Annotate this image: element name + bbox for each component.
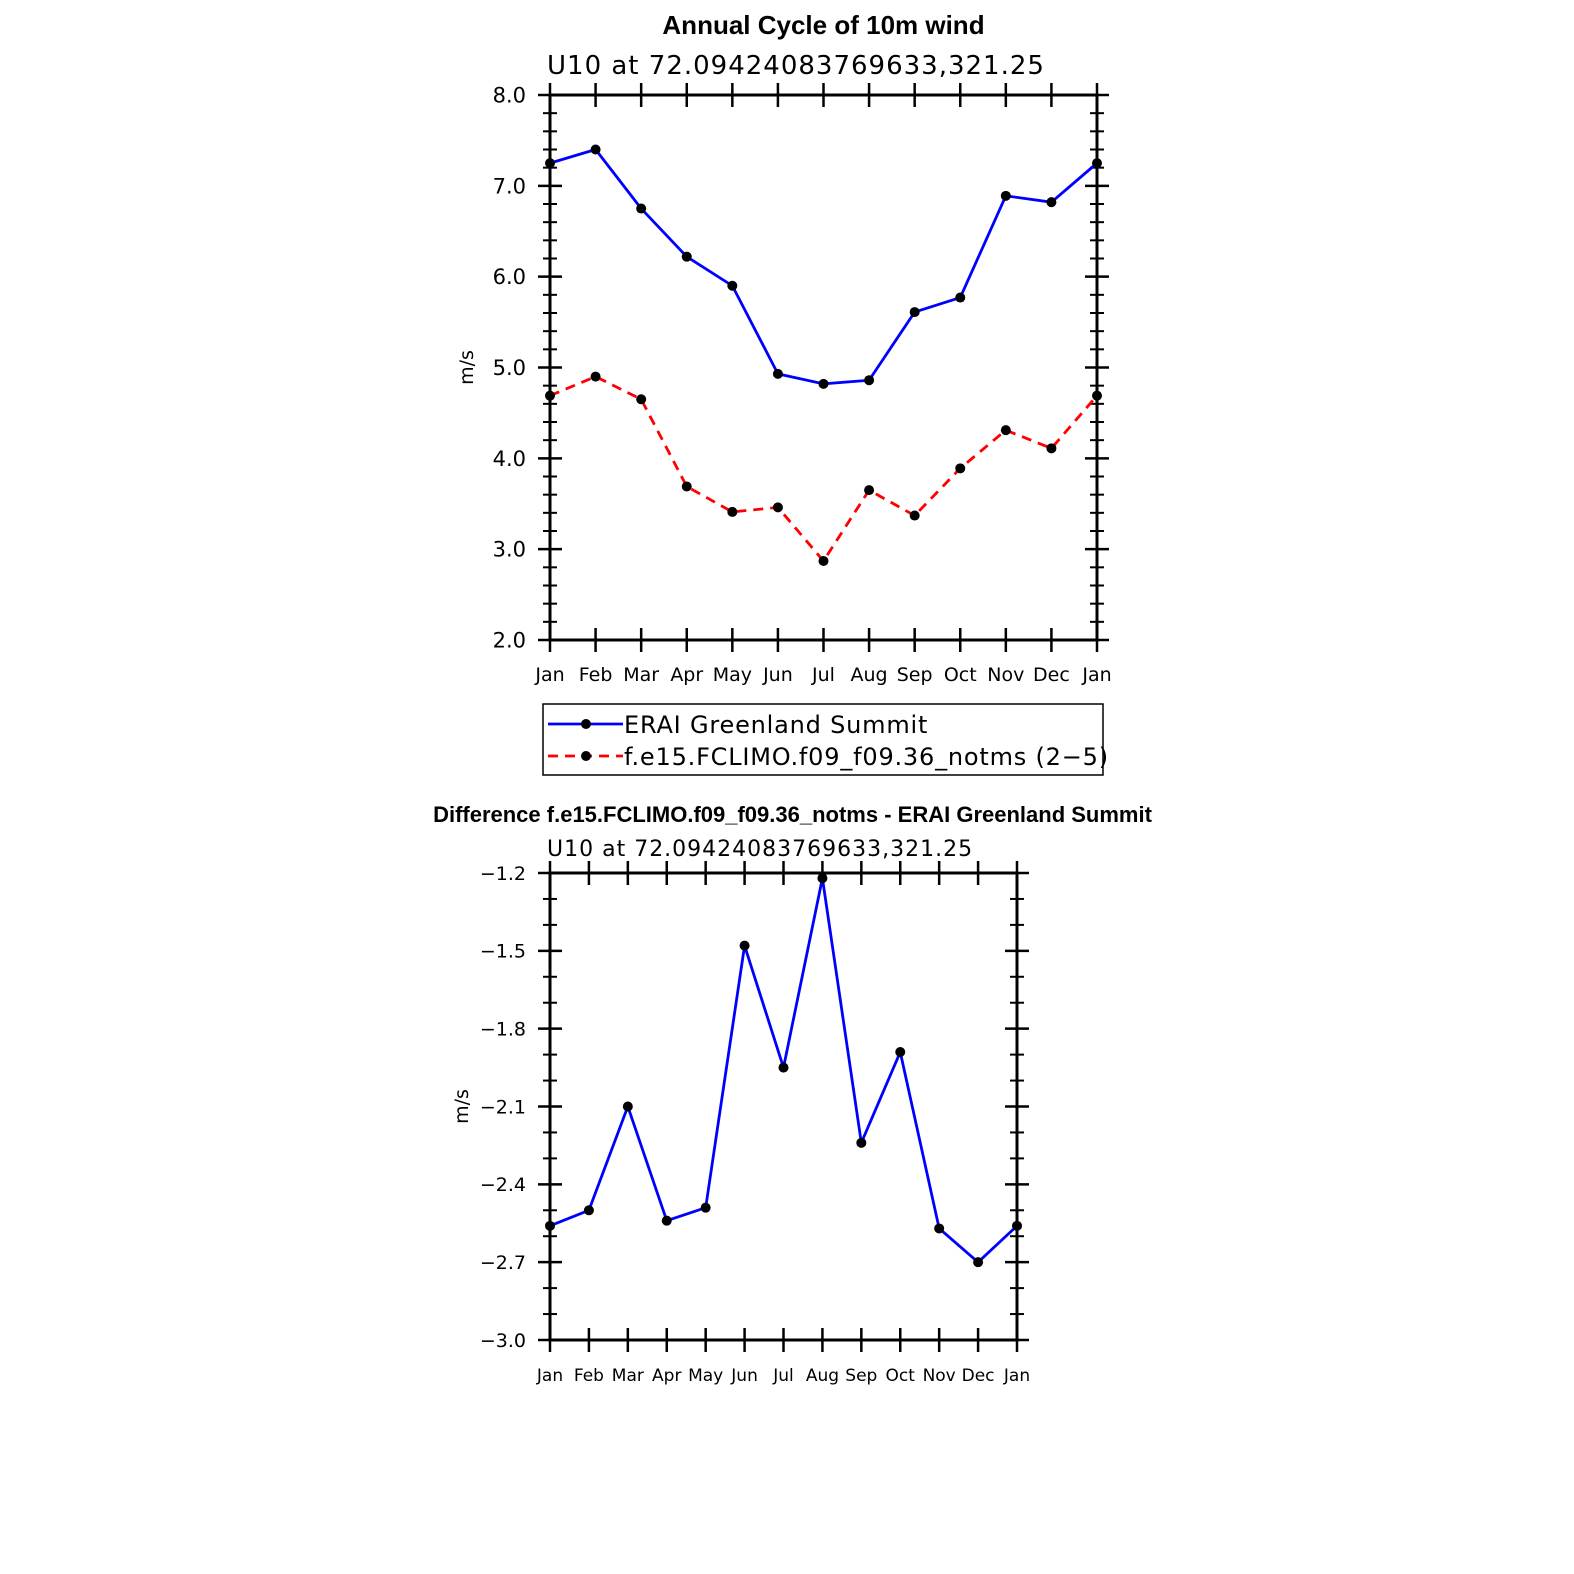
y-tick-label: −2.1 <box>480 1096 526 1118</box>
y-axis-label: m/s <box>451 1089 473 1124</box>
y-tick-label: −2.4 <box>480 1174 526 1196</box>
x-tick-label: Mar <box>623 664 659 686</box>
data-point <box>583 1205 594 1216</box>
data-point <box>681 481 692 492</box>
data-point <box>955 463 966 474</box>
data-point <box>545 390 555 401</box>
x-tick-label: May <box>713 664 752 686</box>
y-tick-label: 6.0 <box>493 265 526 289</box>
x-tick-label: Jan <box>534 664 564 686</box>
x-tick-label: Nov <box>923 1366 956 1386</box>
data-point <box>727 506 738 517</box>
y-tick-label: −2.7 <box>480 1252 526 1274</box>
x-tick-label: Jun <box>762 664 793 686</box>
data-point <box>590 371 601 382</box>
data-point <box>636 394 647 405</box>
x-tick-label: Oct <box>944 664 977 686</box>
y-tick-label: −1.5 <box>480 941 526 963</box>
data-point <box>545 158 555 169</box>
data-point <box>772 502 783 513</box>
x-tick-label: Aug <box>806 1366 839 1386</box>
data-point <box>856 1137 867 1148</box>
data-point <box>864 375 875 386</box>
data-point <box>1046 443 1057 454</box>
data-point <box>727 280 738 291</box>
x-tick-label: Mar <box>612 1366 644 1386</box>
x-tick-label: Aug <box>851 664 888 686</box>
data-point <box>818 555 829 566</box>
data-point <box>909 510 920 521</box>
data-point <box>1046 197 1057 208</box>
chart-subtitle: U10 at 72.09424083769633,321.25 <box>547 837 973 862</box>
data-point <box>739 940 750 951</box>
data-point <box>1000 425 1011 436</box>
chart-title: Difference f.e15.FCLIMO.f09_f09.36_notms… <box>433 802 1153 827</box>
x-tick-label: Oct <box>886 1366 916 1386</box>
series-line-0 <box>549 148 1098 386</box>
data-point <box>772 368 783 379</box>
legend-label: f.e15.FCLIMO.f09_f09.36_notms (2−5) <box>624 743 1109 771</box>
chart-title: Annual Cycle of 10m wind <box>662 10 984 40</box>
data-point <box>1092 158 1102 169</box>
data-point <box>636 203 647 214</box>
x-tick-label: Feb <box>579 664 613 686</box>
y-tick-label: 2.0 <box>493 629 526 653</box>
data-point <box>1000 190 1011 201</box>
data-point <box>1012 1220 1022 1231</box>
chart-subtitle: U10 at 72.09424083769633,321.25 <box>547 51 1045 81</box>
y-tick-label: −1.8 <box>480 1019 526 1041</box>
x-tick-label: Dec <box>962 1366 995 1386</box>
data-point <box>661 1215 672 1226</box>
y-tick-label: 8.0 <box>493 84 526 108</box>
data-point <box>895 1047 906 1058</box>
x-tick-label: Jan <box>1003 1366 1030 1386</box>
data-point <box>1092 390 1102 401</box>
x-tick-label: Jun <box>730 1366 758 1386</box>
x-tick-label: May <box>688 1366 723 1386</box>
x-tick-label: Sep <box>845 1366 877 1386</box>
data-point <box>817 873 828 884</box>
data-point <box>622 1101 633 1112</box>
legend-label: ERAI Greenland Summit <box>624 711 928 739</box>
legend-marker <box>581 751 591 761</box>
x-tick-label: Nov <box>987 664 1024 686</box>
x-tick-label: Apr <box>652 1366 681 1386</box>
series-line-1 <box>549 375 1099 563</box>
y-tick-label: 3.0 <box>493 538 526 562</box>
y-tick-label: 7.0 <box>493 174 526 198</box>
x-tick-label: Jan <box>1081 664 1111 686</box>
x-tick-label: Jul <box>811 664 835 686</box>
x-tick-label: Feb <box>574 1366 604 1386</box>
data-point <box>681 251 692 262</box>
y-tick-label: −1.2 <box>480 863 526 885</box>
y-tick-label: 4.0 <box>493 447 526 471</box>
legend-marker <box>581 719 591 729</box>
data-point <box>934 1223 945 1234</box>
data-point <box>545 1220 555 1231</box>
data-point <box>590 144 601 155</box>
x-tick-label: Jan <box>536 1366 563 1386</box>
y-axis-label: m/s <box>456 350 478 385</box>
data-point <box>955 292 966 303</box>
data-point <box>864 485 875 496</box>
plot-frame <box>548 871 1019 1342</box>
y-tick-label: 5.0 <box>493 356 526 380</box>
x-tick-label: Jul <box>772 1366 794 1386</box>
data-point <box>818 378 829 389</box>
x-tick-label: Apr <box>670 664 703 686</box>
data-point <box>909 307 920 318</box>
legend-box <box>542 703 1104 776</box>
data-point <box>700 1202 711 1213</box>
x-tick-label: Sep <box>897 664 933 686</box>
data-point <box>973 1257 984 1268</box>
data-point <box>778 1062 789 1073</box>
x-tick-label: Dec <box>1033 664 1070 686</box>
y-tick-label: −3.0 <box>480 1330 526 1352</box>
